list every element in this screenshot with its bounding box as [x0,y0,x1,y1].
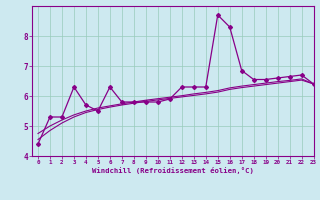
X-axis label: Windchill (Refroidissement éolien,°C): Windchill (Refroidissement éolien,°C) [92,167,254,174]
